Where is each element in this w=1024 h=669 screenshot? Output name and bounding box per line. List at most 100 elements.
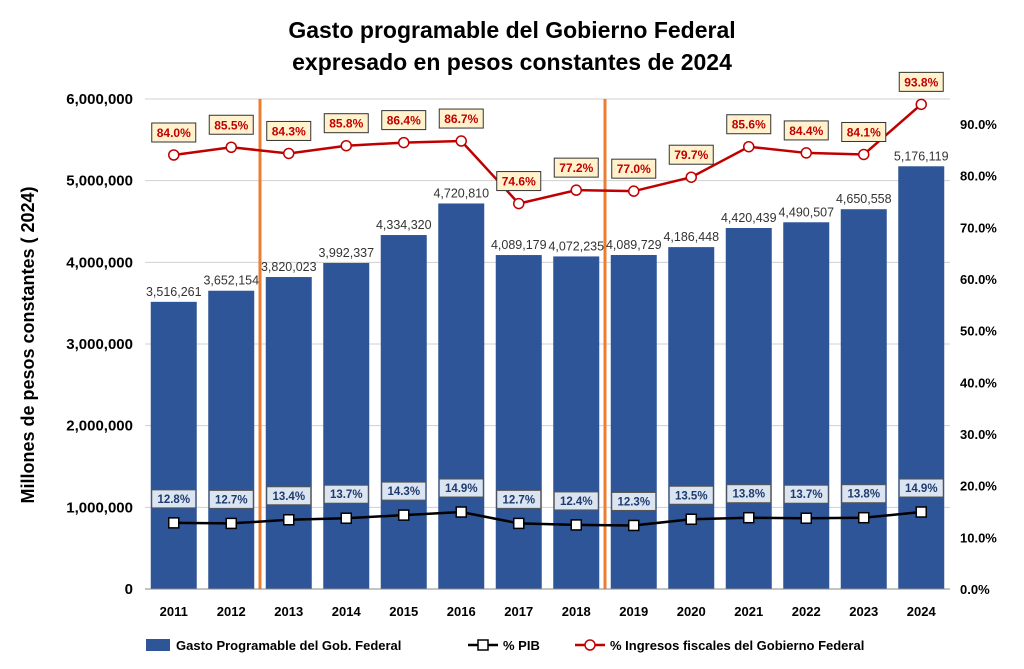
bar-value-label: 3,992,337 — [318, 246, 374, 260]
y2-tick-label: 50.0% — [960, 324, 997, 339]
bar-value-label: 4,186,448 — [663, 230, 719, 244]
bar — [898, 166, 945, 589]
ingresos-value-label: 84.1% — [847, 125, 881, 139]
y-tick-label: 2,000,000 — [66, 418, 133, 435]
pib-value-label: 14.9% — [445, 483, 478, 495]
y-tick-label: 1,000,000 — [66, 499, 133, 516]
pib-marker — [340, 512, 352, 524]
ingresos-marker — [800, 147, 812, 159]
period-markers — [258, 99, 607, 589]
pib-value-label: 14.3% — [387, 486, 420, 498]
x-tick-label: 2023 — [849, 604, 878, 619]
bar-value-label: 3,516,261 — [146, 285, 202, 299]
pib-value-label: 12.7% — [215, 494, 248, 506]
ingresos-label-box — [266, 120, 312, 141]
ingresos-label-box — [783, 120, 829, 141]
bar — [380, 235, 427, 590]
ingresos-marker — [398, 136, 410, 149]
pib-label-box — [208, 489, 254, 509]
ingresos-value-label: 85.6% — [732, 118, 766, 132]
pib-marker — [398, 509, 410, 521]
ingresos-value-label: 84.3% — [272, 124, 306, 138]
bar-value-label: 5,176,119 — [894, 149, 949, 163]
pib-marker — [685, 513, 697, 525]
bar-value-label: 3,652,154 — [203, 274, 259, 288]
pib-label-box — [668, 485, 714, 505]
ingresos-marker — [743, 140, 755, 153]
bar-value-label: 4,420,439 — [721, 211, 777, 225]
pib-value-label: 13.5% — [675, 490, 708, 502]
legend-swatch-bars — [146, 639, 170, 651]
bar-value-label: 4,089,179 — [491, 238, 547, 252]
legend-marker-pib — [477, 639, 489, 651]
bar-value-label: 4,490,507 — [778, 205, 834, 219]
y-tick-label: 3,000,000 — [66, 336, 133, 353]
y-tick-label: 0 — [125, 581, 133, 598]
line-series — [168, 98, 927, 532]
bar — [840, 209, 887, 589]
pib-marker — [225, 517, 237, 530]
y2-tick-label: 0.0% — [960, 582, 990, 597]
bar — [265, 277, 312, 589]
ingresos-marker — [283, 147, 295, 160]
pib-label-box — [381, 481, 427, 501]
pib-label-box — [783, 484, 829, 504]
ingresos-value-label: 84.4% — [789, 124, 823, 138]
legend-marker-ingresos — [584, 639, 596, 651]
pib-value-label: 13.7% — [330, 489, 363, 501]
y2-tick-label: 40.0% — [960, 375, 997, 390]
ingresos-label-box — [438, 108, 484, 129]
pib-value-label: 13.8% — [732, 489, 765, 501]
legend-label-ingresos: % Ingresos fiscales del Gobierno Federal — [610, 638, 864, 653]
bar — [668, 247, 715, 589]
ingresos-marker — [455, 135, 467, 147]
y2-tick-label: 90.0% — [960, 117, 997, 132]
ingresos-label-box — [726, 114, 772, 135]
ingresos-marker — [628, 185, 640, 197]
pib-value-label: 12.4% — [560, 496, 593, 508]
legend: Gasto Programable del Gob. Federal % PIB%… — [146, 638, 864, 653]
y2-tick-label: 70.0% — [960, 220, 997, 235]
pib-label-box — [553, 491, 599, 511]
pib-marker — [628, 519, 640, 532]
x-tick-label: 2022 — [792, 604, 821, 619]
ingresos-value-label: 84.0% — [157, 126, 191, 140]
ingresos-value-label: 77.2% — [559, 161, 593, 175]
ingresos-label-box — [208, 114, 254, 135]
bar — [208, 290, 255, 589]
legend-label-bars: Gasto Programable del Gob. Federal — [176, 638, 401, 653]
bar — [783, 222, 830, 589]
ingresos-label-box — [496, 171, 542, 192]
bar — [610, 255, 657, 589]
ingresos-label-box — [841, 121, 887, 142]
ingresos-label-box — [898, 71, 944, 92]
x-tick-label: 2016 — [447, 604, 476, 619]
pib-label-box — [611, 491, 657, 511]
pib-label-box — [726, 484, 772, 504]
ingresos-value-label: 93.8% — [904, 75, 938, 89]
pib-value-label: 12.7% — [502, 494, 535, 506]
pib-marker — [168, 517, 180, 529]
bar-value-label: 4,334,320 — [376, 218, 432, 232]
x-tick-label: 2020 — [677, 604, 706, 619]
bar — [495, 255, 542, 589]
pib-label-box — [151, 489, 197, 509]
ingresos-line — [173, 103, 923, 205]
x-tick-label: 2011 — [160, 604, 188, 619]
ingresos-value-label: 74.6% — [502, 175, 536, 189]
ingresos-label-box — [553, 157, 599, 178]
pib-value-label: 12.8% — [157, 494, 190, 506]
bar — [553, 256, 600, 589]
pib-value-label: 13.4% — [272, 491, 305, 503]
ingresos-value-label: 77.0% — [617, 162, 651, 176]
data-labels: 3,516,2613,652,1543,820,0233,992,3374,33… — [146, 71, 949, 511]
x-tick-label: 2012 — [217, 604, 246, 619]
y-tick-label: 4,000,000 — [66, 254, 133, 271]
pib-label-box — [496, 489, 542, 509]
pib-marker — [283, 514, 295, 526]
pib-marker — [800, 512, 812, 524]
ingresos-marker — [225, 141, 237, 153]
pib-marker — [915, 506, 927, 518]
pib-label-box — [898, 478, 944, 498]
